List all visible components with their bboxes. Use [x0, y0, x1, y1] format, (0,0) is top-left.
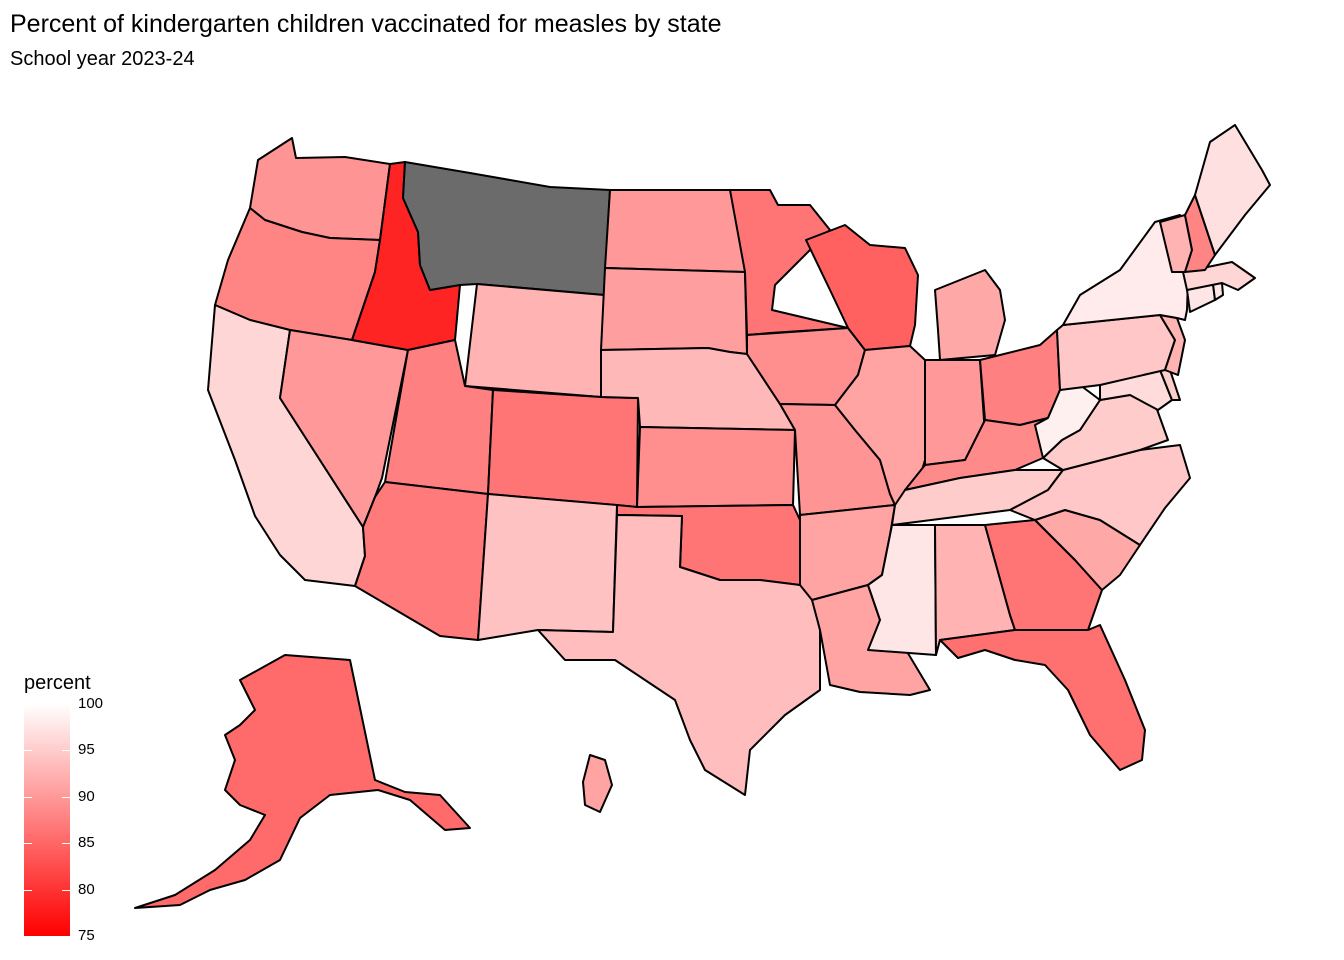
- legend-tick-label: 95: [78, 741, 95, 759]
- legend-tick-mark: [62, 797, 70, 798]
- legend-tick-label: 100: [78, 695, 104, 712]
- legend-tick-label: 80: [78, 880, 95, 898]
- legend-tick-mark: [62, 750, 70, 751]
- legend-tick-mark: [24, 750, 32, 751]
- state-sd: [600, 267, 748, 355]
- legend-title: percent: [24, 672, 91, 694]
- state-ri: [1212, 282, 1224, 301]
- state-hi: [582, 754, 613, 813]
- legend-tick-mark: [24, 797, 32, 798]
- state-ks: [636, 426, 796, 508]
- legend-tick-mark: [24, 890, 32, 891]
- legend-tick-mark: [62, 890, 70, 891]
- state-mi: [934, 269, 1006, 361]
- legend-tick-mark: [24, 843, 32, 844]
- state-tx: [537, 514, 821, 796]
- legend-tick-mark: [62, 936, 70, 937]
- legend-tick-label: 90: [78, 787, 95, 805]
- state-nc: [1009, 444, 1191, 546]
- map-title: Percent of kindergarten children vaccina…: [10, 10, 722, 38]
- state-ak: [134, 654, 471, 909]
- map-subtitle: School year 2023-24: [10, 48, 195, 70]
- legend-tick-mark: [24, 704, 32, 705]
- state-wy: [464, 283, 605, 398]
- state-me: [1194, 124, 1271, 256]
- legend-tick-mark: [62, 704, 70, 705]
- legend-color-bar: [24, 704, 70, 936]
- legend-tick-mark: [62, 843, 70, 844]
- state-mn: [729, 189, 849, 336]
- state-fl: [939, 624, 1146, 771]
- state-mt: [402, 161, 611, 296]
- state-wi: [805, 224, 919, 351]
- legend-tick-label: 75: [78, 927, 95, 944]
- state-az: [354, 481, 489, 641]
- legend-tick-label: 85: [78, 834, 95, 852]
- legend-tick-mark: [24, 936, 32, 937]
- state-il: [834, 345, 926, 506]
- state-nm: [477, 493, 618, 641]
- state-co: [487, 389, 639, 508]
